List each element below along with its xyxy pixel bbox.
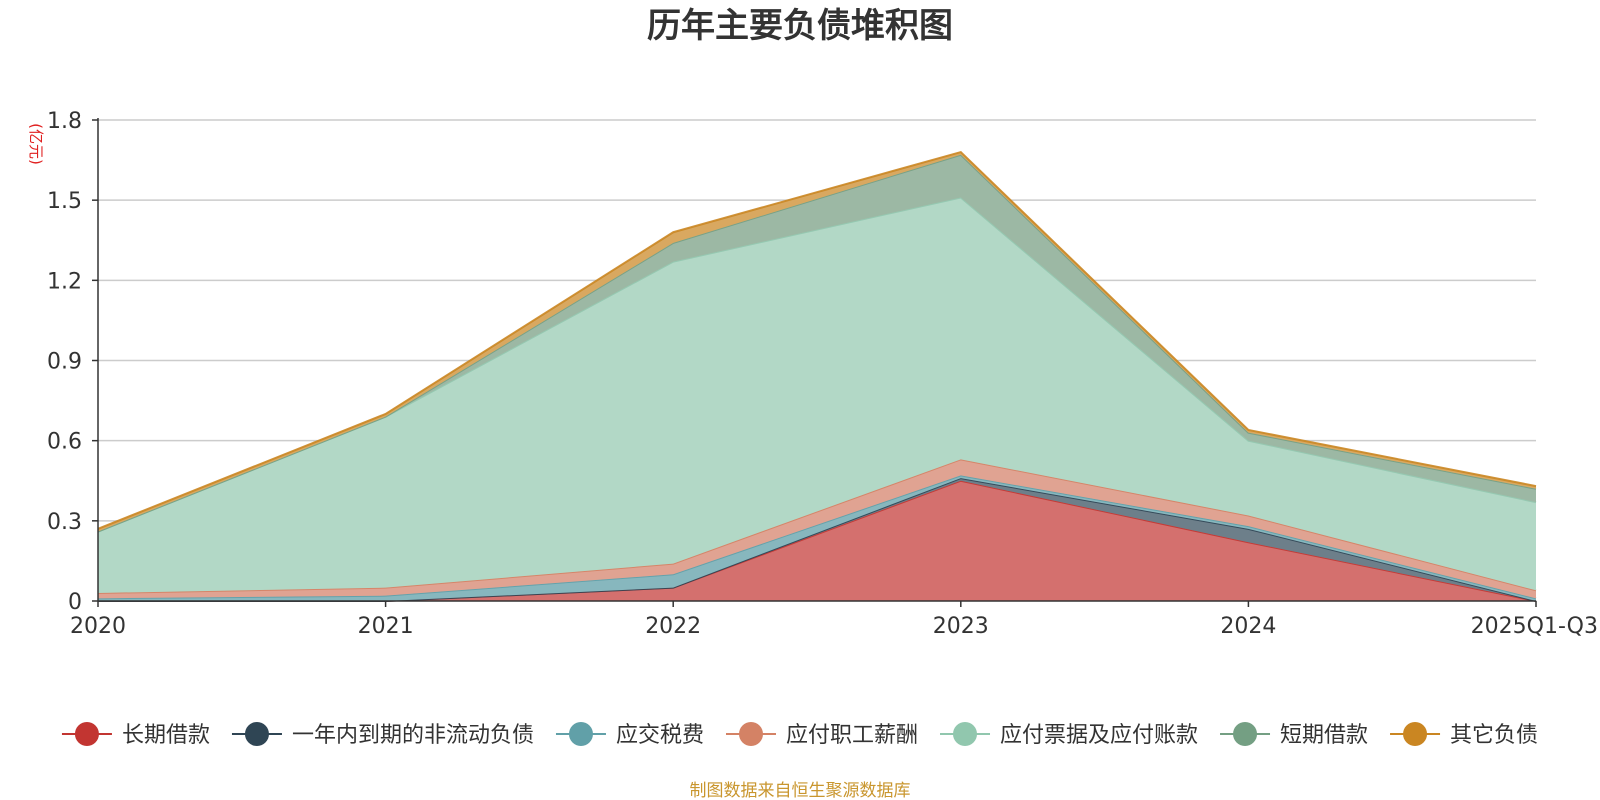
axes: 0 0.3 0.6 0.9 1.2 1.5 1.8 2020 2021 2022 2023 2024 2…	[47, 109, 1598, 639]
area-长期借款	[98, 480, 1536, 601]
legend: 长期借款 一年内到期的非流动负债 应交税费 应付职工薪酬 应付票据及应付账款 短期借款 其它…	[61, 722, 1538, 748]
legend-circle-marker	[953, 722, 978, 746]
y-axis-unit-label: (亿元)	[27, 123, 45, 165]
legend-circle-marker	[74, 722, 99, 746]
y-tick-label: 0	[68, 590, 82, 615]
legend-item[interactable]: 长期借款	[61, 722, 210, 748]
y-tick-label: 1.5	[47, 189, 82, 214]
x-tick-label: 2025Q1-Q3	[1471, 614, 1598, 639]
y-tick-label: 0.3	[47, 510, 82, 535]
legend-label: 长期借款	[122, 723, 210, 748]
x-tick-label: 2021	[358, 614, 414, 639]
source-note: 制图数据来自恒生聚源数据库	[690, 781, 911, 800]
legend-circle-marker	[568, 722, 593, 746]
legend-circle-marker	[1403, 722, 1428, 746]
legend-label: 短期借款	[1280, 723, 1368, 748]
y-tick-label: 0.6	[47, 430, 82, 455]
legend-label: 应交税费	[616, 723, 704, 748]
legend-label: 应付票据及应付账款	[1000, 723, 1198, 748]
area-series-group	[97, 150, 1537, 602]
x-tick-label: 2023	[933, 614, 989, 639]
legend-item[interactable]: 短期借款	[1220, 722, 1368, 748]
legend-item[interactable]: 应付职工薪酬	[725, 722, 918, 748]
chart-title: 历年主要负债堆积图	[647, 6, 953, 46]
legend-circle-marker	[244, 722, 269, 746]
y-tick-label: 1.8	[47, 109, 82, 134]
y-tick-label: 1.2	[47, 269, 82, 294]
area-一年内到期的非流动负债	[98, 478, 1536, 601]
x-tick-label: 2024	[1220, 614, 1276, 639]
area-line-应交税费	[97, 474, 1537, 600]
area-line-其它负债	[97, 150, 1537, 530]
legend-item[interactable]: 一年内到期的非流动负债	[231, 722, 534, 748]
area-应付票据及应付账款	[98, 197, 1536, 593]
x-tick-label: 2022	[645, 614, 701, 639]
legend-circle-marker	[1233, 722, 1258, 746]
legend-circle-marker	[738, 722, 763, 746]
legend-item[interactable]: 应付票据及应付账款	[940, 722, 1198, 748]
y-tick-label: 0.9	[47, 350, 82, 375]
legend-item[interactable]: 其它负债	[1390, 722, 1538, 748]
legend-label: 应付职工薪酬	[786, 723, 918, 748]
legend-label: 其它负债	[1450, 723, 1538, 748]
legend-item[interactable]: 应交税费	[555, 722, 704, 748]
legend-label: 一年内到期的非流动负债	[292, 723, 534, 748]
x-tick-label: 2020	[70, 614, 126, 639]
